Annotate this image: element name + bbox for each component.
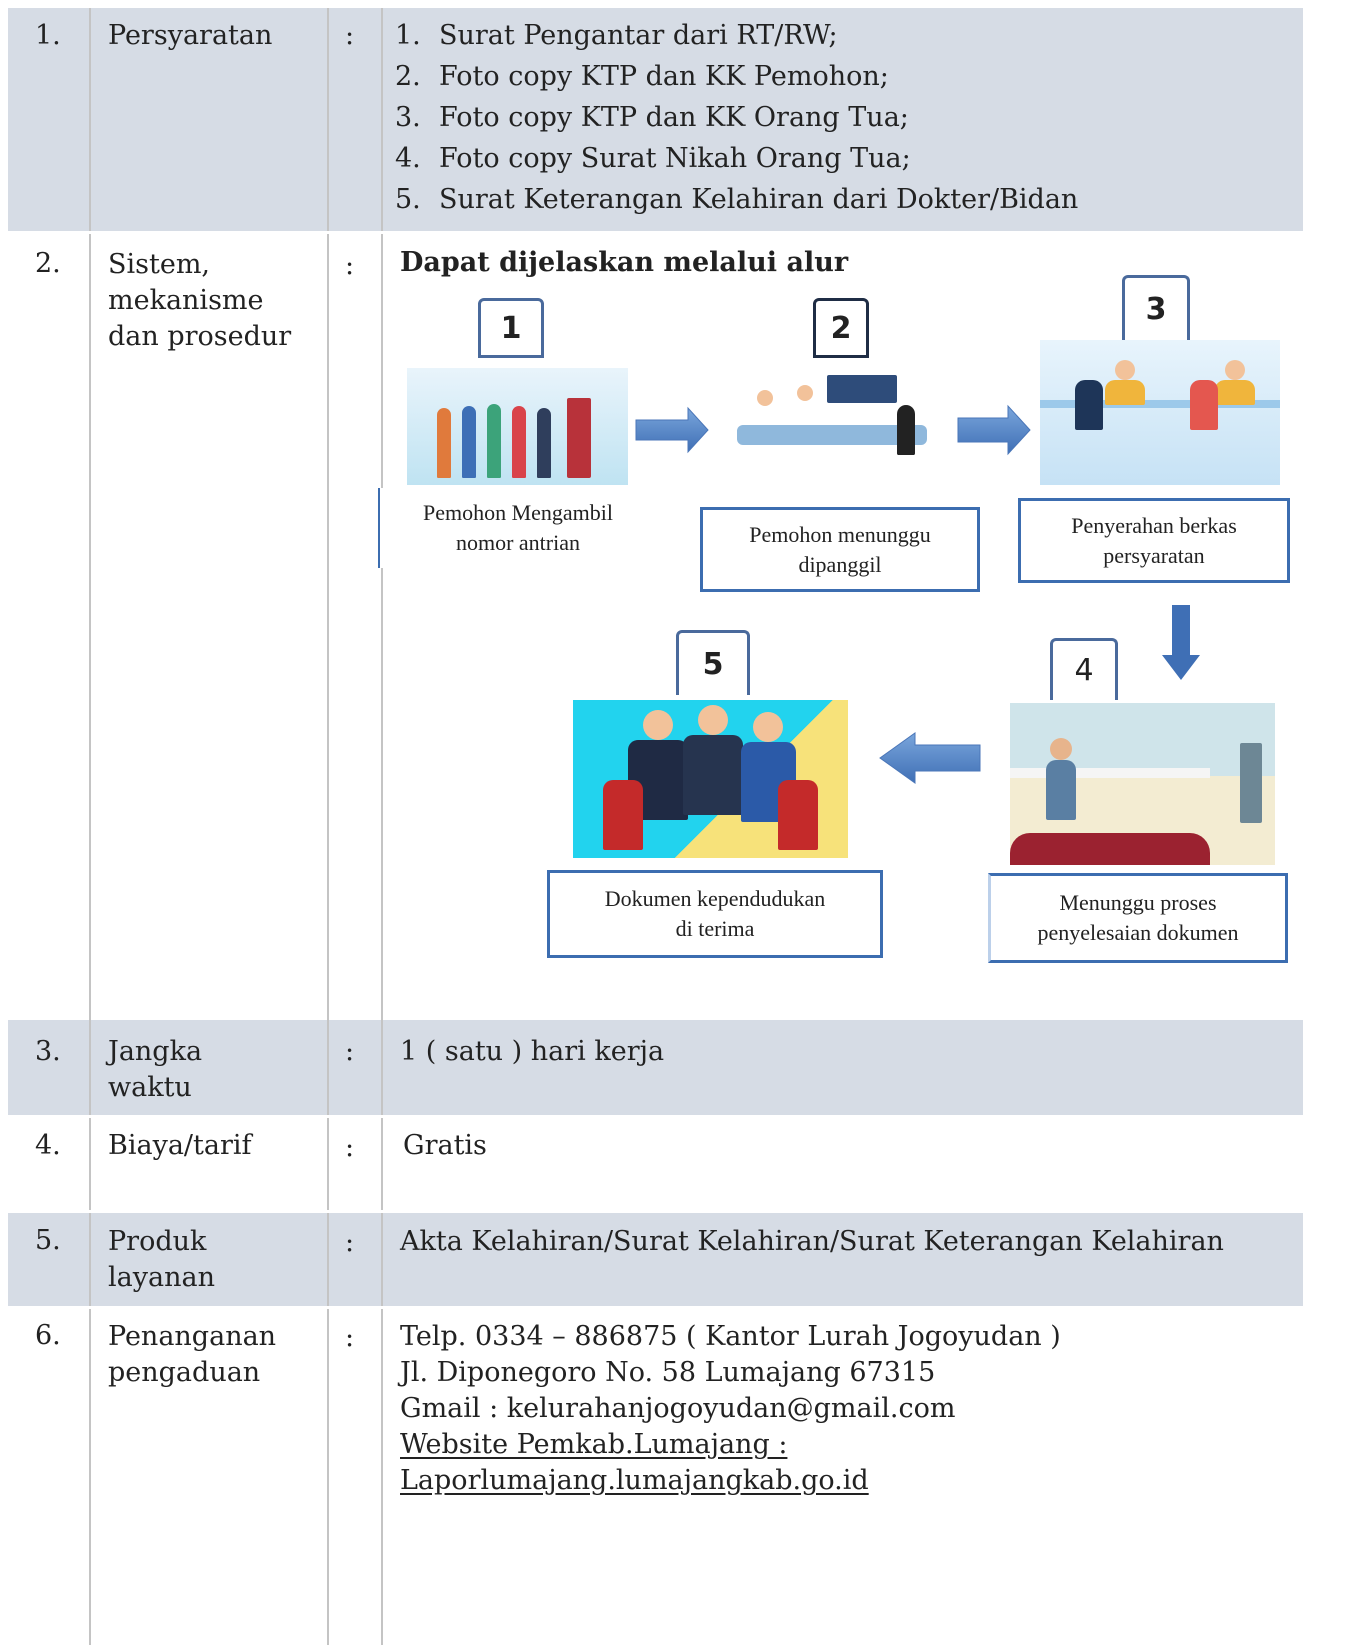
column-line [381,8,383,1645]
step-illustration [1010,703,1275,865]
item-text: Foto copy Surat Nikah Orang Tua; [439,143,911,174]
row-number: 6. [35,1320,61,1351]
row-bg [8,8,1303,232]
step-caption: Pemohon Mengambil nomor antrian [378,488,656,568]
step-illustration [573,700,848,858]
item-number: 4. [395,143,421,174]
separator: : [345,250,355,281]
step-number: 5 [676,630,750,695]
item-text: Foto copy KTP dan KK Pemohon; [439,61,889,92]
list-item: 1. Surat Pengantar dari RT/RW; [395,20,838,51]
separator: : [345,1132,355,1163]
step-number: 3 [1122,275,1190,340]
separator: : [345,1322,355,1353]
row-bg [8,1212,1303,1307]
row-label: Jangka waktu [108,1036,203,1103]
item-number: 5. [395,184,421,215]
list-item: 3. Foto copy KTP dan KK Orang Tua; [395,102,909,133]
row-label: Biaya/tarif [108,1130,252,1161]
row-label: Sistem, mekanisme dan prosedur [108,249,292,352]
column-line [327,8,329,1645]
step-illustration [1040,340,1280,485]
row-line [8,1306,1303,1309]
contact-line: Telp. 0334 – 886875 ( Kantor Lurah Jogoy… [400,1321,1061,1352]
row-bg [8,1020,1303,1115]
flow-arrows [635,404,1200,784]
row-label: Penanganan pengaduan [108,1321,277,1388]
row-line [8,1210,1303,1213]
step-illustration [407,368,628,485]
contact-line: Jl. Diponegoro No. 58 Lumajang 67315 [400,1357,936,1388]
list-item: 5. Surat Keterangan Kelahiran dari Dokter… [395,184,1078,215]
link[interactable]: Laporlumajang.lumajangkab.go.id [400,1465,869,1496]
cell-text: Gratis [403,1130,487,1161]
link[interactable]: Website Pemkab.Lumajang : [400,1429,788,1460]
list-item: 4. Foto copy Surat Nikah Orang Tua; [395,143,911,174]
contact-line: Gmail : kelurahanjogoyudan@gmail.com [400,1393,956,1424]
row-number: 5. [35,1225,61,1256]
arrow [879,732,981,784]
row-number: 3. [35,1036,61,1067]
list-item: 2. Foto copy KTP dan KK Pemohon; [395,61,889,92]
row-number: 2. [35,248,61,279]
row-label: Persyaratan [108,20,273,51]
row-line [8,231,1303,234]
step-caption: Menunggu proses penyelesaian dokumen [988,873,1288,963]
separator: : [345,20,355,51]
step-number: 2 [813,298,869,358]
item-number: 3. [395,102,421,133]
item-text: Foto copy KTP dan KK Orang Tua; [439,102,909,133]
row-label: Produk layanan [108,1226,215,1293]
row-number: 4. [35,1130,61,1161]
item-number: 2. [395,61,421,92]
step-number: 4 [1050,638,1118,700]
arrow [635,406,709,454]
flow-heading: Dapat dijelaskan melalui alur [400,247,849,278]
separator: : [345,1227,355,1258]
column-line [89,8,91,1645]
contact-block: Telp. 0334 – 886875 ( Kantor Lurah Jogoy… [400,1319,1285,1499]
step-number: 1 [478,298,544,358]
arrow [1162,605,1200,680]
step-caption: Penyerahan berkas persyaratan [1018,498,1290,583]
item-number: 1. [395,20,421,51]
row-line [8,1115,1303,1118]
arrow [957,404,1031,456]
separator: : [345,1036,355,1067]
step-caption: Dokumen kependudukan di terima [547,870,883,958]
step-caption: Pemohon menunggu dipanggil [700,507,980,592]
item-text: Surat Keterangan Kelahiran dari Dokter/B… [439,184,1079,215]
item-text: Surat Pengantar dari RT/RW; [439,20,838,51]
row-number: 1. [35,20,61,51]
step-illustration [727,365,947,493]
cell-text: Akta Kelahiran/Surat Kelahiran/Surat Ket… [400,1226,1224,1257]
cell-text: 1 ( satu ) hari kerja [400,1036,665,1067]
